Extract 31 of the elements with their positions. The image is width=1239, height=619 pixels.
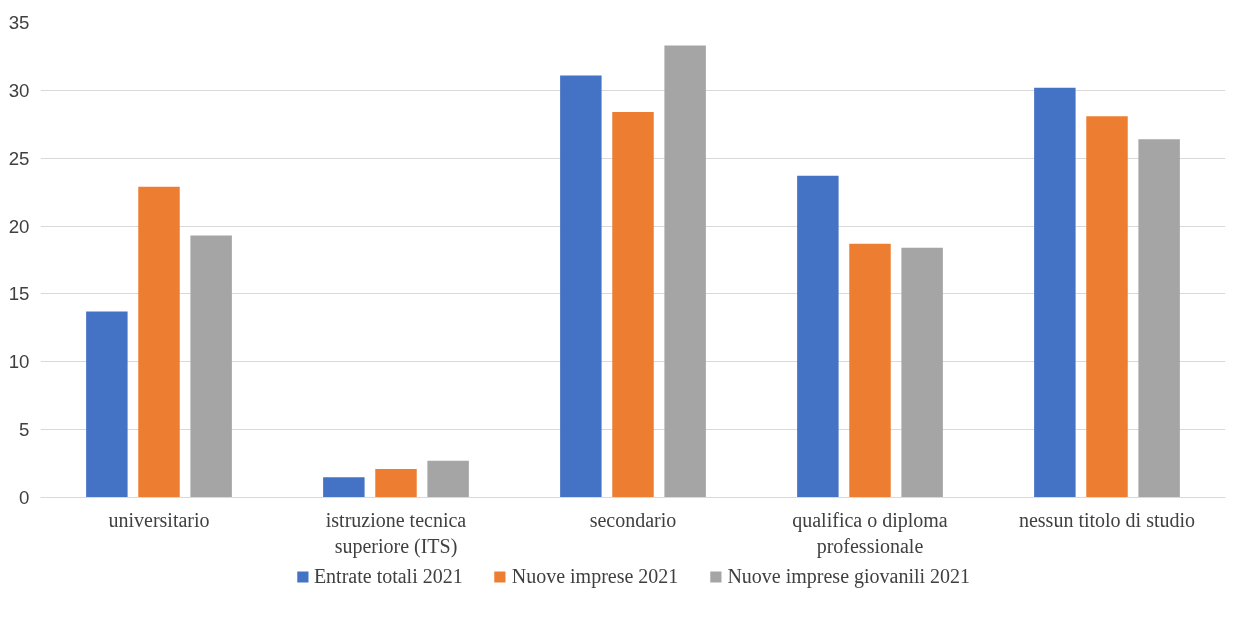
bar: [612, 112, 654, 498]
y-tick-label: 25: [8, 147, 30, 169]
y-tick-label: 0: [19, 487, 30, 508]
x-tick-label: nessun titolo di studio: [1018, 508, 1196, 531]
x-tick-label: universitario: [108, 508, 210, 531]
x-tick-label: qualifica o diploma professionale: [792, 508, 948, 558]
y-tick-label: 5: [19, 419, 30, 441]
bar: [190, 235, 232, 498]
bar: [1086, 116, 1128, 498]
y-tick-label: 35: [8, 12, 30, 33]
y-tick-label: 20: [8, 215, 30, 237]
bar: [138, 186, 180, 498]
bar: [1138, 139, 1180, 498]
legend-label: Nuove imprese 2021: [511, 564, 679, 588]
y-tick-label: 30: [8, 79, 30, 101]
bar: [323, 477, 365, 498]
x-tick-label: istruzione tecnica superiore (ITS): [325, 508, 467, 558]
bar: [375, 469, 417, 498]
legend-label: Entrate totali 2021: [313, 564, 463, 588]
bar: [1034, 87, 1076, 498]
x-tick-label: secondario: [589, 508, 677, 531]
legend-label: Nuove imprese giovanili 2021: [727, 564, 971, 588]
bar: [849, 243, 891, 498]
bar: [560, 75, 602, 498]
bar: [664, 45, 706, 498]
bar: [797, 175, 839, 498]
y-tick-label: 10: [8, 351, 30, 373]
bar: [427, 460, 469, 498]
bar: [86, 311, 128, 498]
y-tick-label: 15: [8, 283, 30, 305]
bar: [901, 247, 943, 498]
